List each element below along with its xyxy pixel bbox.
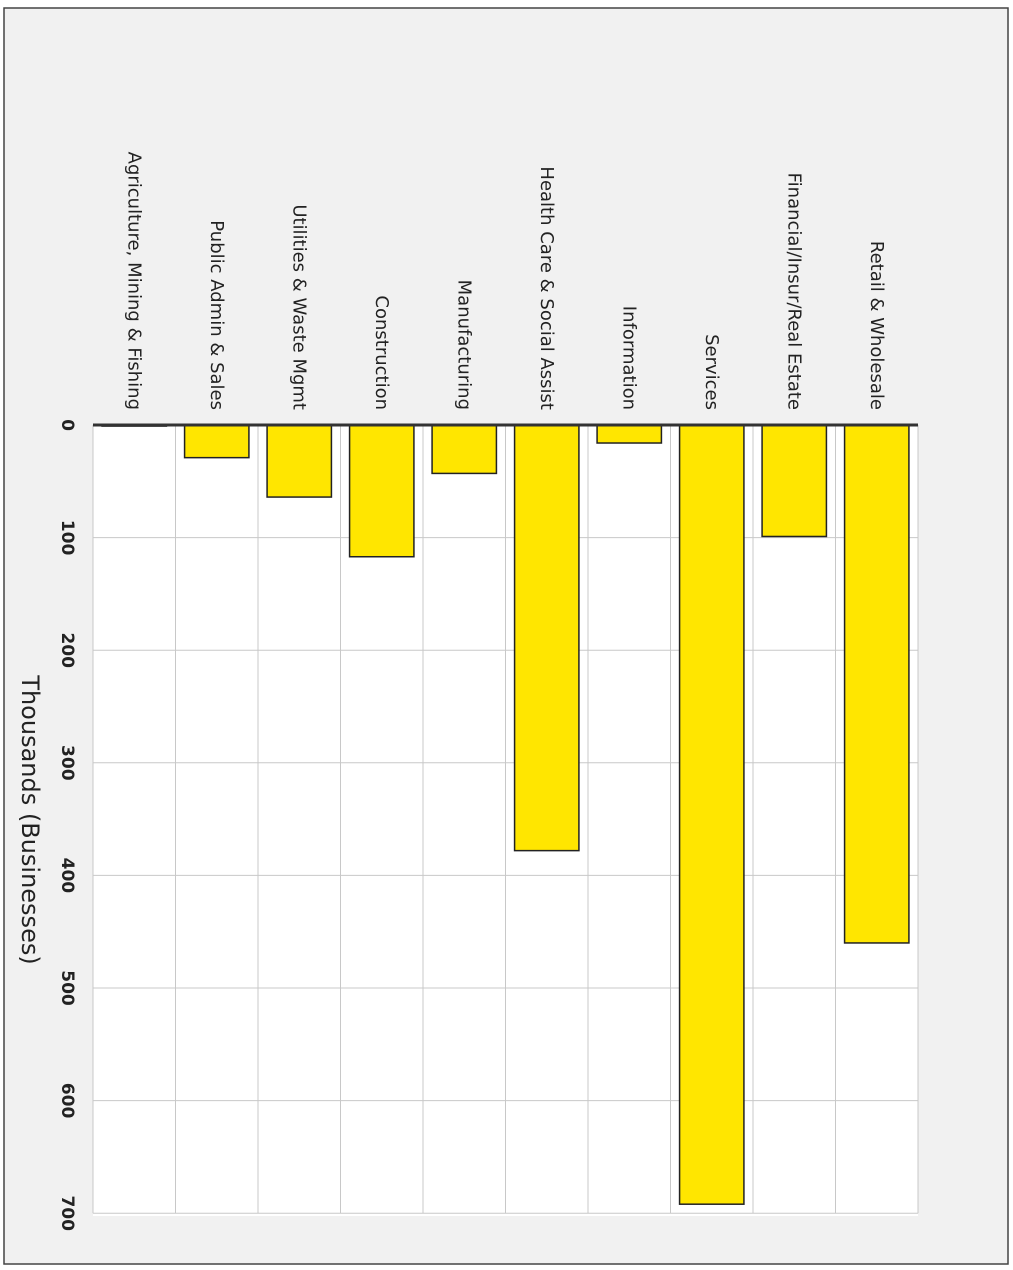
bar <box>596 424 663 444</box>
bar <box>843 424 910 944</box>
value-tick-label: 100 <box>57 520 77 556</box>
grid-lines <box>92 425 919 1214</box>
category-label: Public Admin & Sales <box>206 220 227 410</box>
bar <box>513 424 580 852</box>
bar <box>761 424 828 538</box>
bar <box>348 424 415 558</box>
category-label: Construction <box>371 295 392 410</box>
category-labels: Agriculture, Mining & Fishing Public Admi… <box>123 152 887 410</box>
bar <box>266 424 333 498</box>
category-label: Manufacturing <box>453 280 474 410</box>
value-tick-label: 700 <box>57 1195 77 1231</box>
value-tick-label: 500 <box>57 970 77 1006</box>
category-label: Health Care & Social Assist <box>536 166 557 410</box>
category-label: Utilities & Waste Mgmt <box>288 204 309 410</box>
value-tick-label: 200 <box>57 632 77 668</box>
value-tick-label: 0 <box>57 419 77 431</box>
value-tick-label: 600 <box>57 1083 77 1119</box>
category-label: Information <box>618 306 639 410</box>
category-label: Services <box>701 334 722 410</box>
category-label: Financial/Insur/Real Estate <box>783 173 804 410</box>
value-tick-label: 400 <box>57 858 77 894</box>
category-label: Retail & Wholesale <box>866 241 887 410</box>
bar <box>183 424 250 459</box>
bars <box>101 424 910 1205</box>
value-axis-title: Thousands (Businesses) <box>16 674 44 964</box>
value-tick-label: 300 <box>57 745 77 781</box>
category-label: Agriculture, Mining & Fishing <box>123 152 144 410</box>
bar <box>431 424 498 475</box>
value-tick-labels: 0 100 200 300 400 500 600 700 <box>57 419 77 1231</box>
bar <box>678 424 745 1205</box>
